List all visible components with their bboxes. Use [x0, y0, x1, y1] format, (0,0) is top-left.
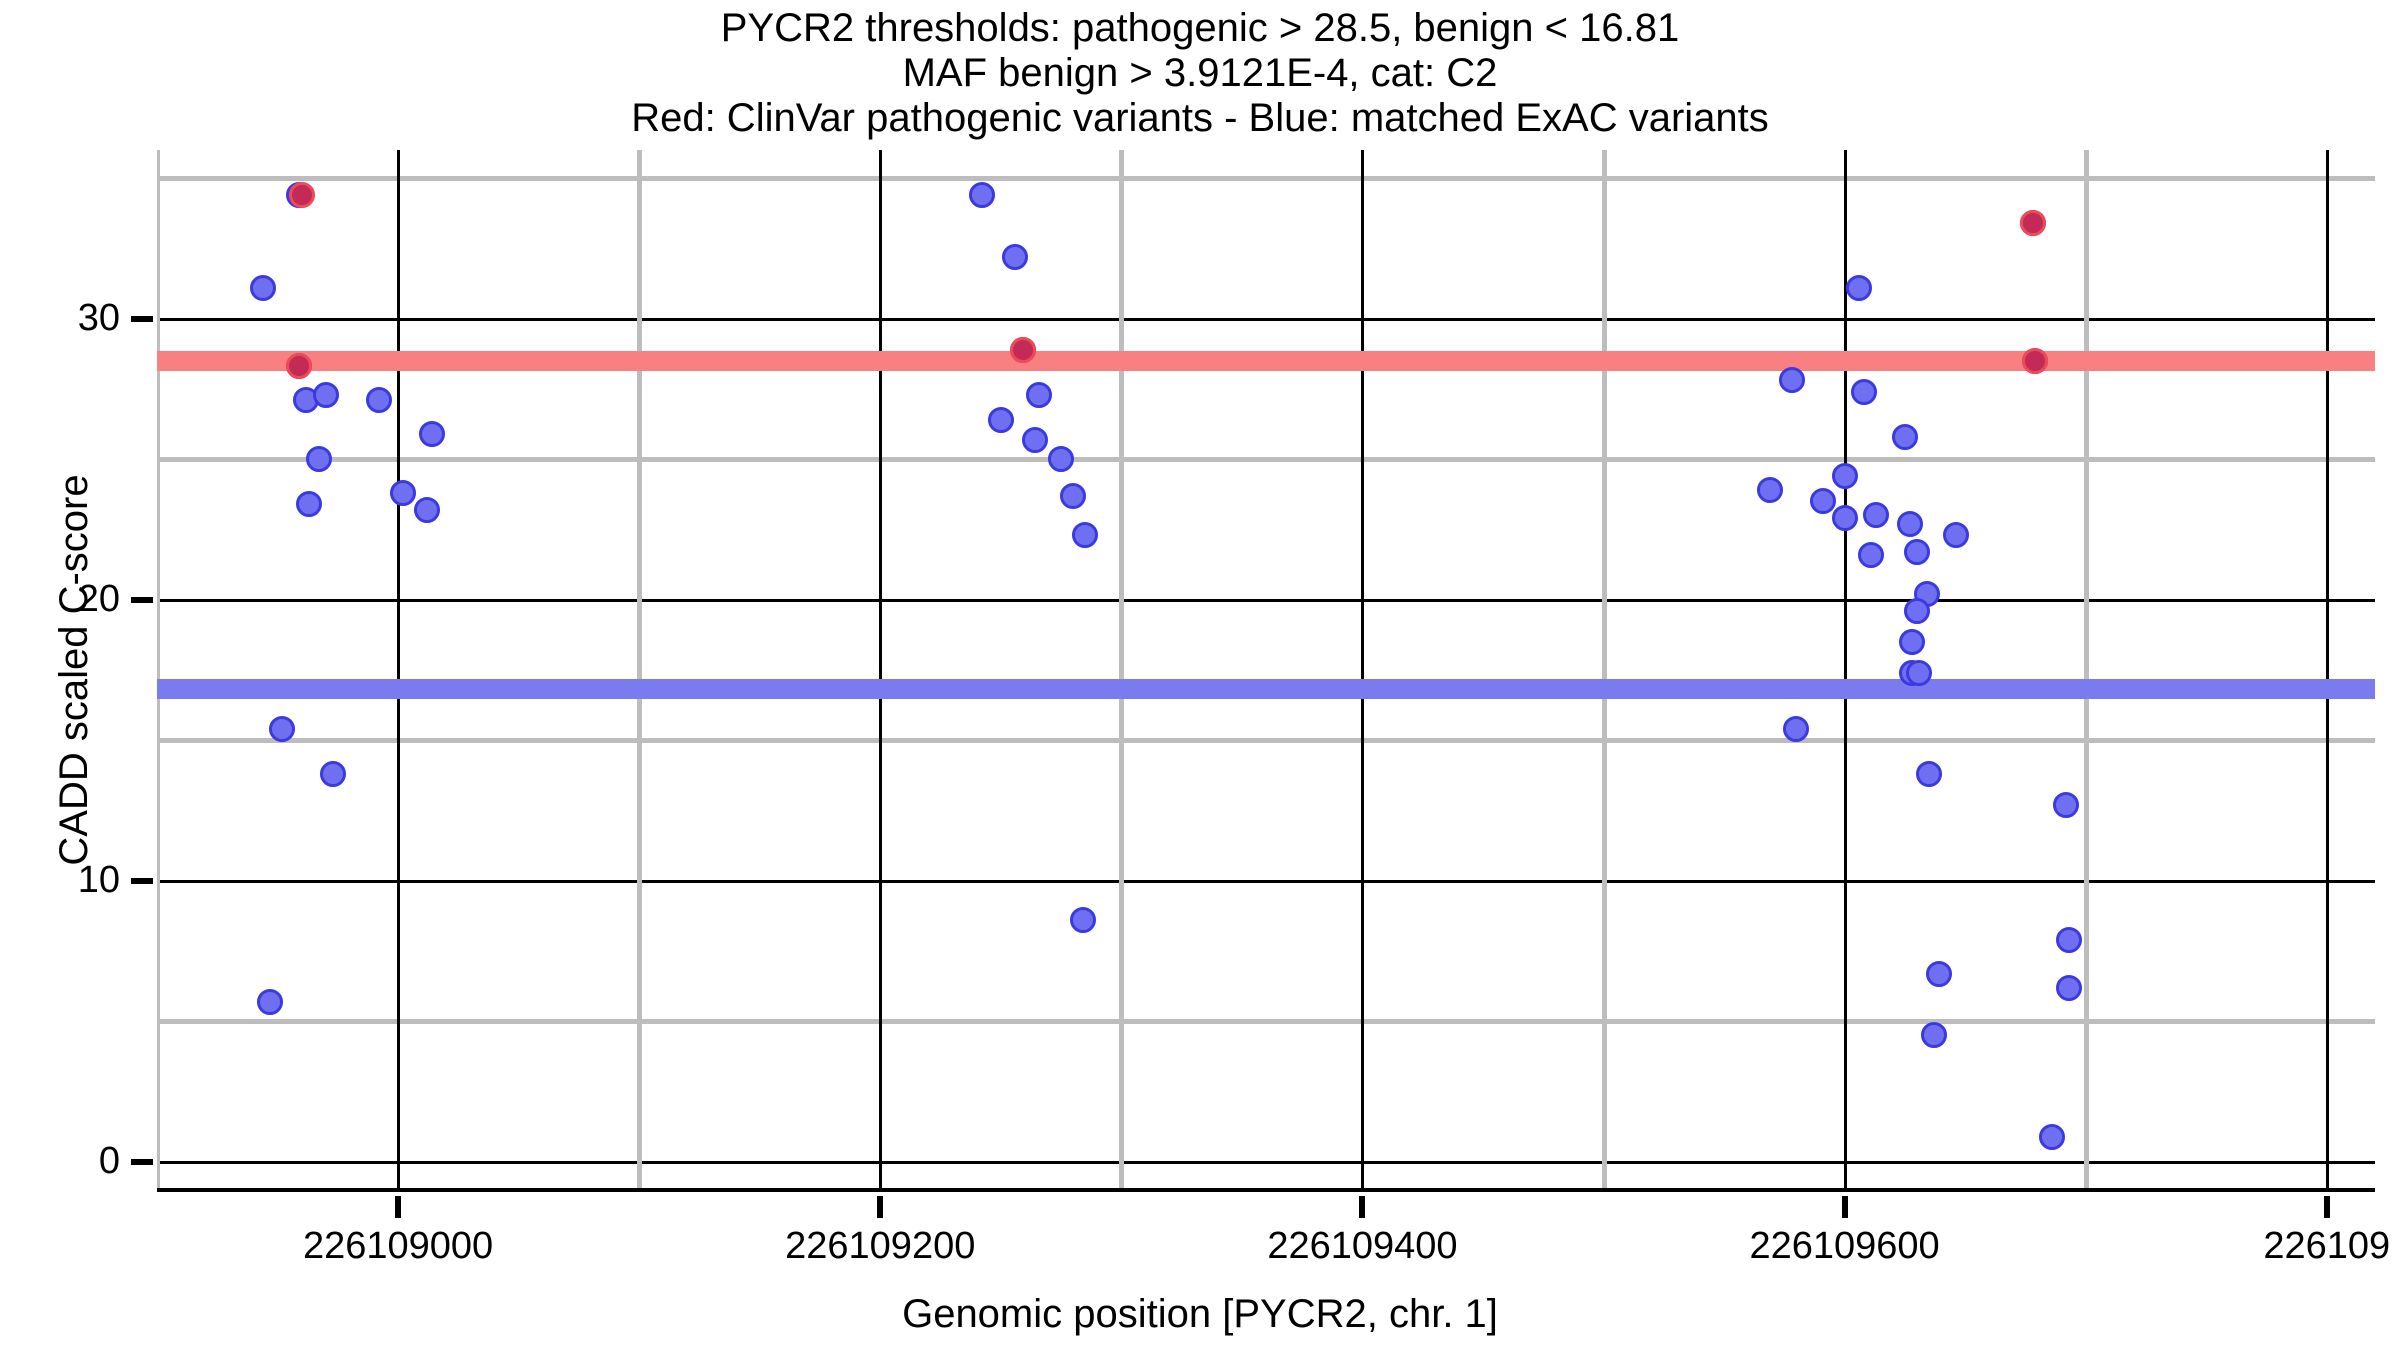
threshold-band-layer [157, 150, 2375, 1190]
threshold-band-pathogenic [157, 350, 2375, 371]
gridline-x [2083, 150, 2089, 1190]
scatter-point [1060, 482, 1087, 509]
scatter-point [1942, 522, 1969, 549]
scatter-point [295, 491, 322, 518]
x-tick-mark [2323, 1196, 2330, 1218]
title-line-2: MAF benign > 3.9121E-4, cat: C2 [902, 51, 1498, 95]
x-tick-label: 226109000 [302, 1225, 494, 1267]
scatter-point [1891, 423, 1918, 450]
axisline-x [1843, 150, 1847, 1190]
scatter-point [1026, 381, 1053, 408]
scatter-point [389, 479, 416, 506]
grid-layer [157, 150, 2375, 1190]
gridline-y [157, 176, 2375, 182]
x-tick-label: 226109 [2263, 1225, 2391, 1267]
scatter-point [269, 716, 296, 743]
axisline-x [1361, 150, 1365, 1190]
x-tick-mark [395, 1196, 402, 1218]
axisline-y [157, 317, 2375, 321]
scatter-point [1021, 426, 1048, 453]
y-tick-label: 20 [77, 577, 120, 620]
scatter-point [1778, 367, 1805, 394]
scatter-point [1903, 538, 1930, 565]
scatter-point [1069, 907, 1096, 934]
axisline-x [879, 150, 883, 1190]
scatter-point [1783, 716, 1810, 743]
scatter-point [1858, 541, 1885, 568]
scatter-point [968, 181, 995, 208]
plot-area [157, 150, 2375, 1190]
scatter-point [1906, 659, 1933, 686]
scatter-point [257, 988, 284, 1015]
y-tick-label: 10 [77, 858, 120, 901]
x-tick-mark [1841, 1196, 1848, 1218]
y-tick-mark [131, 877, 153, 884]
gridline-x [1119, 150, 1125, 1190]
scatter-point [1072, 522, 1099, 549]
chart-title: PYCR2 thresholds: pathogenic > 28.5, ben… [0, 6, 2400, 141]
x-tick-mark [877, 1196, 884, 1218]
y-tick-mark [131, 596, 153, 603]
scatter-point [319, 761, 346, 787]
scatter-point [1920, 1022, 1947, 1049]
scatter-point [1831, 505, 1858, 532]
scatter-point [365, 387, 392, 414]
gridline-x [637, 150, 643, 1190]
scatter-point [286, 353, 313, 380]
y-tick-label: 0 [98, 1139, 120, 1182]
scatter-point [1009, 336, 1036, 363]
scatter-point [1896, 510, 1923, 537]
x-tick-label: 226109400 [1267, 1225, 1458, 1267]
x-tick-mark [1359, 1196, 1366, 1218]
scatter-point [2038, 1123, 2065, 1150]
scatter-point [1048, 446, 1075, 473]
scatter-point [1756, 477, 1783, 504]
title-line-3: Red: ClinVar pathogenic variants - Blue:… [631, 96, 1769, 140]
axisline-y [157, 879, 2375, 883]
scatter-point [305, 446, 332, 473]
scatter-point [2055, 974, 2082, 1001]
x-axis-line [157, 1188, 2375, 1192]
y-tick-mark [131, 1158, 153, 1165]
scatter-point [1899, 628, 1926, 655]
x-tick-label: 226109600 [1749, 1225, 1940, 1267]
scatter-points-layer [157, 150, 2375, 1190]
gridline-x [1601, 150, 1607, 1190]
axisline-y [157, 1160, 2375, 1164]
gridline-y [157, 738, 2375, 744]
scatter-point [2055, 926, 2082, 953]
scatter-point [312, 381, 339, 408]
scatter-point [987, 406, 1014, 433]
title-line-1: PYCR2 thresholds: pathogenic > 28.5, ben… [720, 6, 1680, 50]
threshold-band-benign [157, 679, 2375, 700]
scatter-point [1862, 502, 1889, 529]
y-tick-label: 30 [77, 296, 120, 339]
scatter-point [288, 181, 315, 208]
x-tick-label: 226109200 [785, 1225, 976, 1267]
y-tick-mark [131, 315, 153, 322]
scatter-point [1831, 463, 1858, 490]
gridline-y [157, 457, 2375, 463]
axisline-x [397, 150, 401, 1190]
axisline-x [2325, 150, 2329, 1190]
gridline-y [157, 1019, 2375, 1025]
scatter-point [1915, 761, 1942, 787]
scatter-point [1903, 597, 1930, 624]
scatter-point [250, 274, 277, 301]
scatter-point [414, 496, 441, 523]
axisline-y [157, 598, 2375, 602]
scatter-point [418, 420, 445, 447]
x-axis-label: Genomic position [PYCR2, chr. 1] [902, 1292, 1498, 1336]
scatter-point [1850, 378, 1877, 405]
y-axis-label: CADD scaled C-score [52, 474, 96, 866]
scatter-point [1002, 243, 1029, 270]
gridline-x [157, 150, 160, 1190]
scatter-point [1846, 274, 1873, 301]
scatter-point [2022, 347, 2049, 374]
scatter-point [2053, 791, 2080, 818]
scatter-point [1925, 960, 1952, 987]
scatter-point [2019, 210, 2046, 237]
scatter-point [1809, 488, 1836, 515]
